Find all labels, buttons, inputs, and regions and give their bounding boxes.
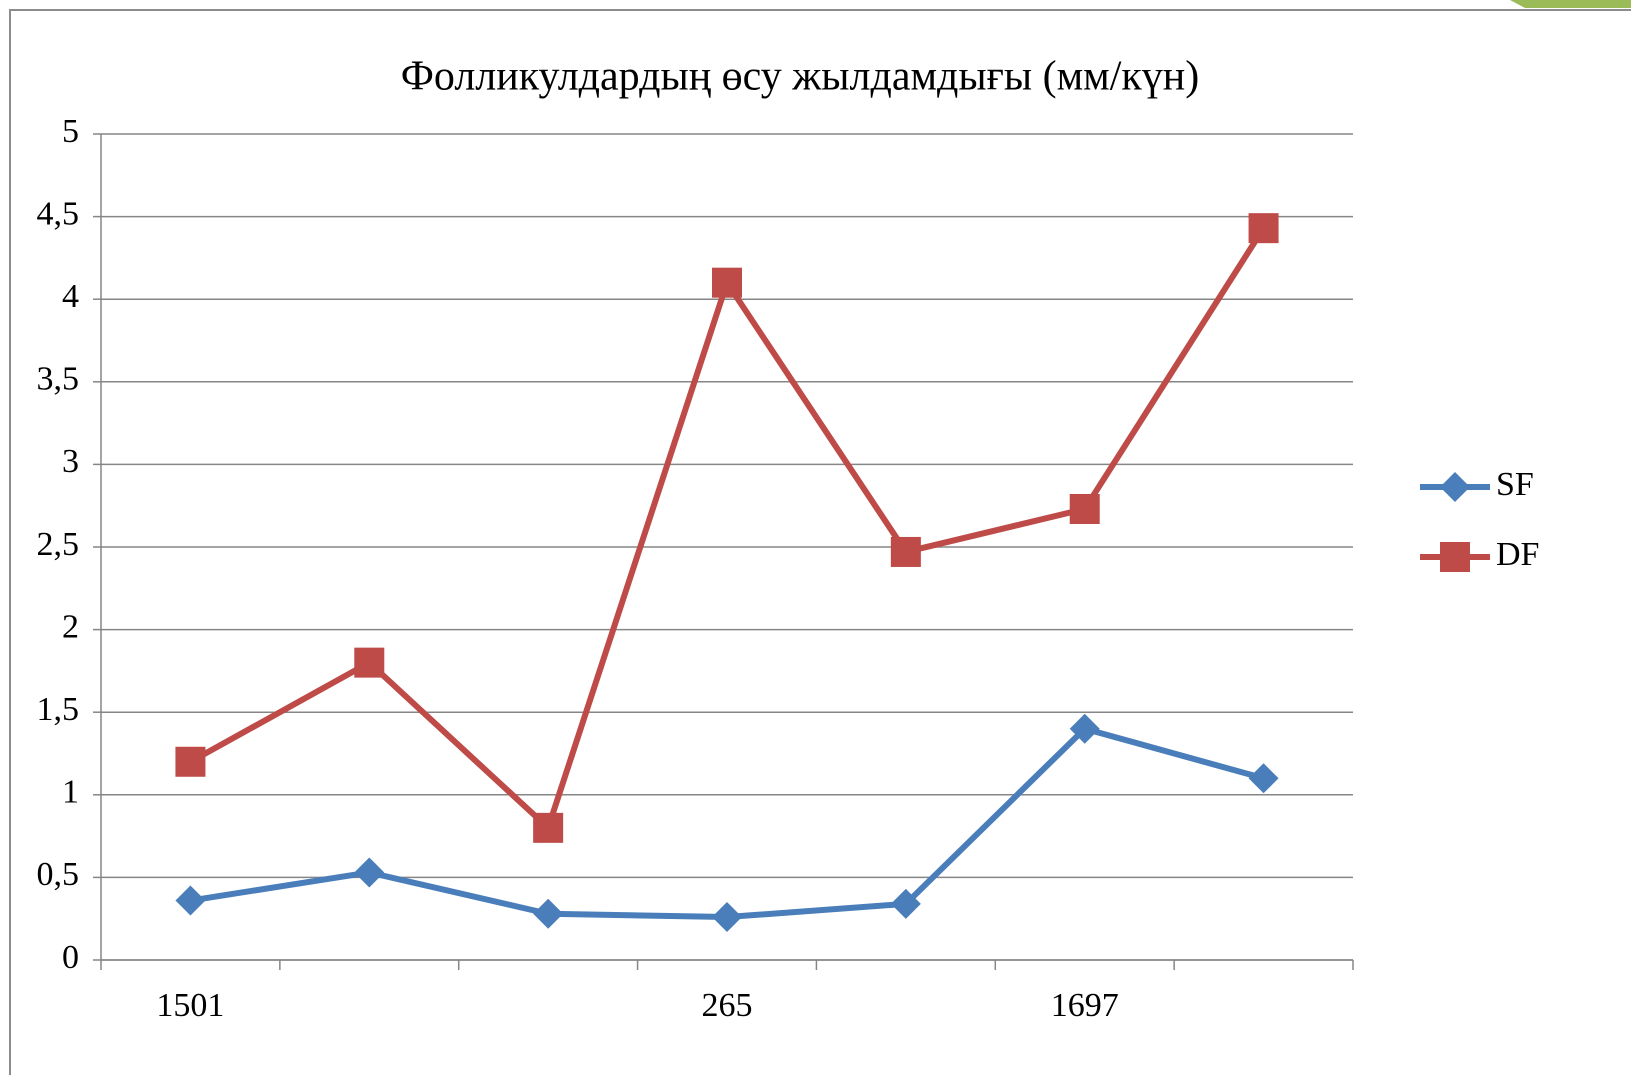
marker <box>1248 213 1279 244</box>
y-tick-label: 0,5 <box>37 856 80 893</box>
marker <box>890 536 921 567</box>
y-tick-label: 0 <box>62 939 79 976</box>
corner-decoration <box>1510 0 1631 8</box>
marker <box>533 898 564 929</box>
marker <box>175 746 206 777</box>
y-tick-label: 4,5 <box>37 195 80 232</box>
y-tick-label: 4 <box>62 278 79 315</box>
series-line <box>188 226 1267 831</box>
marker <box>1069 713 1100 744</box>
legend-marker <box>1440 472 1470 502</box>
marker <box>712 902 742 933</box>
x-tick-label: 1697 <box>1051 987 1119 1024</box>
marker <box>175 885 206 916</box>
marker <box>712 267 742 298</box>
chart-frame <box>9 9 1631 1075</box>
chart-title: Фолликулдардың өсу жылдамдығы (мм/күн) <box>401 54 1200 100</box>
y-tick-label: 1 <box>62 774 79 811</box>
marker <box>354 647 385 678</box>
y-tick-label: 3,5 <box>37 361 80 398</box>
marker <box>1248 763 1279 794</box>
x-tick-label: 1501 <box>156 987 224 1024</box>
marker <box>533 812 564 843</box>
y-tick-label: 1,5 <box>37 691 80 728</box>
legend-label: DF <box>1496 536 1539 573</box>
legend-label: SF <box>1496 466 1534 503</box>
marker <box>1069 494 1100 525</box>
y-tick-label: 5 <box>62 113 79 150</box>
legend-marker <box>1440 542 1470 572</box>
marker <box>890 888 921 919</box>
y-tick-label: 2,5 <box>37 526 80 563</box>
series-line <box>189 725 1265 921</box>
x-tick-label: 265 <box>702 987 753 1024</box>
y-tick-label: 2 <box>62 608 79 645</box>
y-tick-label: 3 <box>62 443 79 480</box>
marker <box>354 857 385 888</box>
